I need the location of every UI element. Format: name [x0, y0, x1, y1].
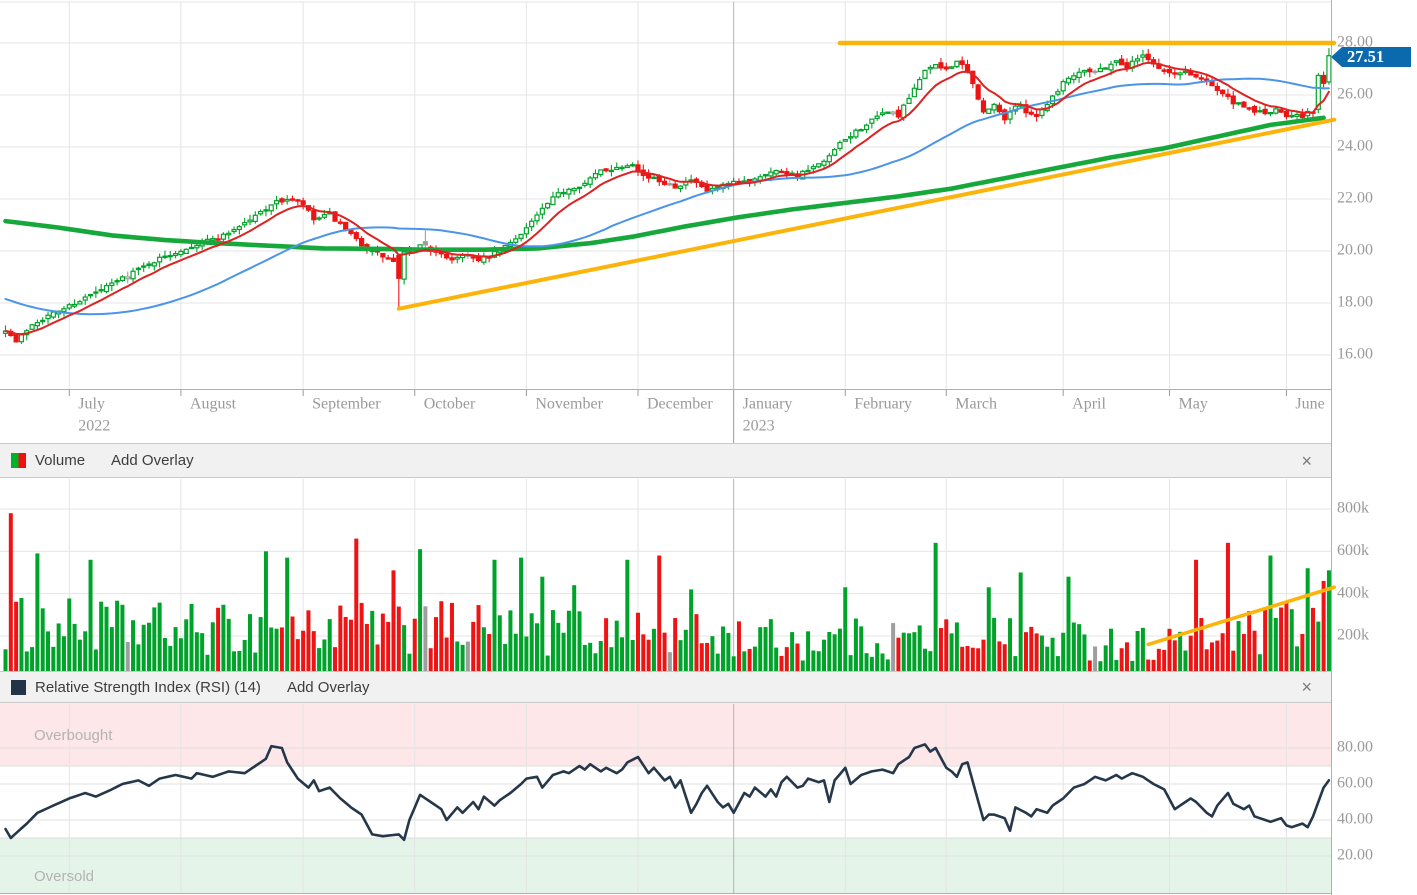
svg-text:July: July [78, 396, 105, 413]
svg-text:Overbought: Overbought [34, 727, 113, 744]
candlestick-series [2, 48, 1332, 344]
plot-borders [0, 0, 1332, 895]
svg-text:August: August [190, 396, 237, 413]
svg-text:24.00: 24.00 [1337, 138, 1373, 155]
volume-add-overlay-button[interactable]: Add Overlay [111, 452, 194, 469]
svg-text:January: January [743, 396, 793, 413]
svg-text:September: September [312, 396, 381, 413]
svg-text:October: October [424, 396, 476, 413]
last-price-tag: 27.51 [1331, 47, 1411, 67]
svg-text:2023: 2023 [743, 418, 775, 435]
svg-text:27.51: 27.51 [1347, 47, 1384, 66]
svg-text:80.00: 80.00 [1337, 739, 1373, 756]
svg-text:December: December [647, 396, 713, 413]
rsi-indicator-icon [11, 679, 26, 695]
svg-text:February: February [854, 396, 912, 413]
svg-text:June: June [1295, 396, 1324, 413]
rsi-panel-header: Relative Strength Index (RSI) (14) Add O… [0, 671, 1331, 703]
svg-text:18.00: 18.00 [1337, 294, 1373, 311]
svg-text:16.00: 16.00 [1337, 346, 1373, 363]
rsi-zone-labels: Overbought Oversold [34, 727, 113, 885]
date-axis-labels: July 2022 August September October November De… [78, 396, 1324, 435]
svg-text:400k: 400k [1337, 584, 1369, 601]
svg-text:March: March [955, 396, 997, 413]
price-axis-labels: 28.00 26.00 24.00 22.00 20.00 18.00 16.00 [1337, 34, 1373, 363]
volume-panel-header: Volume Add Overlay × [0, 443, 1331, 478]
volume-axis-labels: 800k 600k 400k 200k [1337, 500, 1369, 644]
volume-panel-title: Volume [35, 452, 86, 469]
svg-text:22.00: 22.00 [1337, 190, 1373, 207]
svg-text:2022: 2022 [78, 418, 110, 435]
svg-text:November: November [535, 396, 603, 413]
svg-text:April: April [1072, 396, 1106, 413]
rsi-bands [0, 703, 1331, 893]
svg-text:28.00: 28.00 [1337, 34, 1373, 51]
svg-text:800k: 800k [1337, 500, 1369, 517]
svg-text:40.00: 40.00 [1337, 811, 1373, 828]
moving-averages [3, 61, 1330, 336]
rsi-line [4, 743, 1331, 842]
svg-text:20.00: 20.00 [1337, 242, 1373, 259]
svg-text:May: May [1178, 396, 1207, 413]
trendlines [396, 40, 1337, 647]
rsi-add-overlay-button[interactable]: Add Overlay [286, 678, 370, 696]
svg-text:20.00: 20.00 [1337, 847, 1373, 864]
volume-close-icon[interactable]: × [1301, 450, 1312, 471]
rsi-close-icon[interactable]: × [1301, 677, 1312, 697]
svg-text:60.00: 60.00 [1337, 775, 1373, 792]
svg-text:Oversold: Oversold [34, 868, 94, 885]
rsi-panel-title: Relative Strength Index (RSI) (14) [35, 678, 261, 696]
rsi-axis-labels: 80.00 60.00 40.00 20.00 [1337, 739, 1373, 864]
svg-text:600k: 600k [1337, 542, 1369, 559]
svg-text:26.00: 26.00 [1337, 86, 1373, 103]
svg-text:200k: 200k [1337, 627, 1369, 644]
volume-bars [3, 513, 1331, 671]
volume-bars-icon [11, 453, 26, 468]
